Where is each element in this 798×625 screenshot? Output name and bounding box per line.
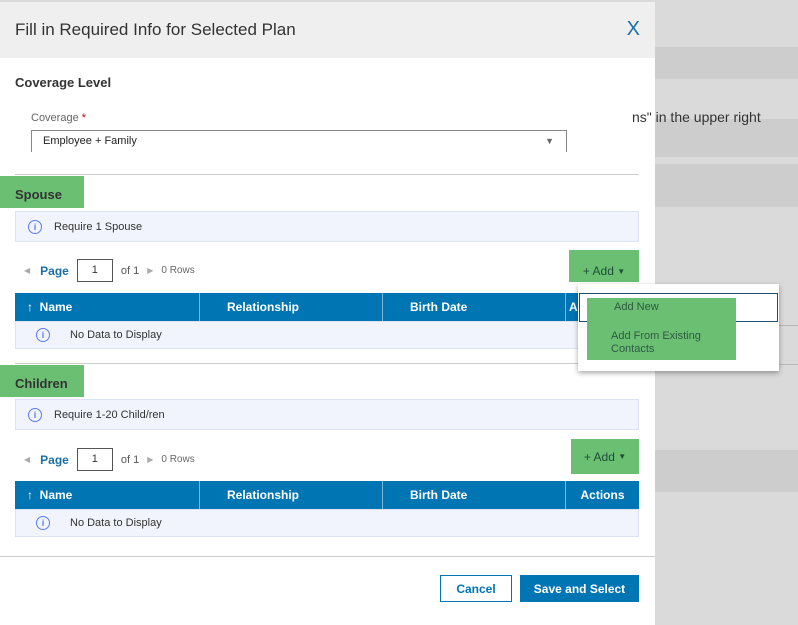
page-input[interactable]: 1: [76, 259, 113, 282]
next-page-icon[interactable]: ▶: [147, 266, 154, 275]
background-text: ns" in the upper right: [632, 109, 761, 125]
coverage-level-heading: Coverage Level: [15, 75, 112, 90]
cancel-button[interactable]: Cancel: [440, 575, 512, 602]
spouse-info: i Require 1 Spouse: [15, 211, 639, 242]
spouse-add-button[interactable]: + Add ▼: [582, 264, 626, 278]
children-table-header: ↑ Name Relationship Birth Date Actions: [15, 481, 639, 509]
prev-page-icon[interactable]: ◀: [24, 266, 31, 275]
background-band: [655, 119, 798, 157]
background-band: [655, 164, 798, 207]
add-highlight: [569, 250, 639, 282]
spouse-highlight: [0, 176, 84, 208]
caret-down-icon: ▼: [618, 452, 627, 461]
info-icon: i: [28, 407, 42, 422]
chevron-down-icon: ▼: [545, 136, 554, 146]
menu-item-add-from-existing[interactable]: Add From Existing Contacts: [611, 330, 701, 355]
next-page-icon[interactable]: ▶: [147, 455, 154, 464]
coverage-select[interactable]: Employee + Family ▼: [31, 130, 567, 152]
background-band: [655, 450, 798, 492]
background-band: [655, 47, 798, 79]
children-heading: Children: [15, 376, 68, 391]
spouse-pager: ◀ Page 1 of 1 ▶ 0 Rows: [24, 259, 195, 282]
modal-title: Fill in Required Info for Selected Plan: [0, 2, 655, 58]
children-info: i Require 1-20 Child/ren: [15, 399, 639, 430]
col-birth-date[interactable]: Birth Date: [383, 481, 566, 509]
page-input[interactable]: 1: [76, 448, 113, 471]
info-icon: i: [36, 516, 50, 530]
children-highlight: [0, 365, 84, 397]
children-pager: ◀ Page 1 of 1 ▶ 0 Rows: [24, 448, 195, 471]
col-relationship[interactable]: Relationship: [200, 293, 383, 321]
add-dropdown-menu: Add New Add From Existing Contacts: [578, 284, 779, 371]
col-name[interactable]: ↑ Name: [15, 481, 200, 509]
prev-page-icon[interactable]: ◀: [24, 455, 31, 464]
info-icon: i: [36, 328, 50, 342]
children-add-button[interactable]: + Add ▼: [583, 449, 627, 464]
divider: [15, 174, 639, 175]
empty-row: i No Data to Display: [15, 509, 639, 537]
divider: [15, 363, 639, 364]
spouse-heading: Spouse: [15, 187, 62, 202]
col-relationship[interactable]: Relationship: [200, 481, 383, 509]
close-icon[interactable]: X: [626, 18, 640, 40]
save-and-select-button[interactable]: Save and Select: [520, 575, 639, 602]
menu-item-add-new[interactable]: Add New: [614, 301, 659, 313]
spouse-table-header: ↑ Name Relationship Birth Date Actions: [15, 293, 639, 321]
caret-down-icon: ▼: [617, 266, 626, 276]
empty-row: i No Data to Display: [15, 321, 639, 349]
menu-highlight: [587, 298, 736, 360]
info-icon: i: [28, 219, 42, 234]
footer-divider: [0, 556, 655, 557]
col-name[interactable]: ↑ Name: [15, 293, 200, 321]
col-birth-date[interactable]: Birth Date: [383, 293, 566, 321]
coverage-label: Coverage *: [31, 112, 87, 124]
add-highlight: [571, 439, 639, 474]
col-actions: Actions: [580, 488, 625, 502]
